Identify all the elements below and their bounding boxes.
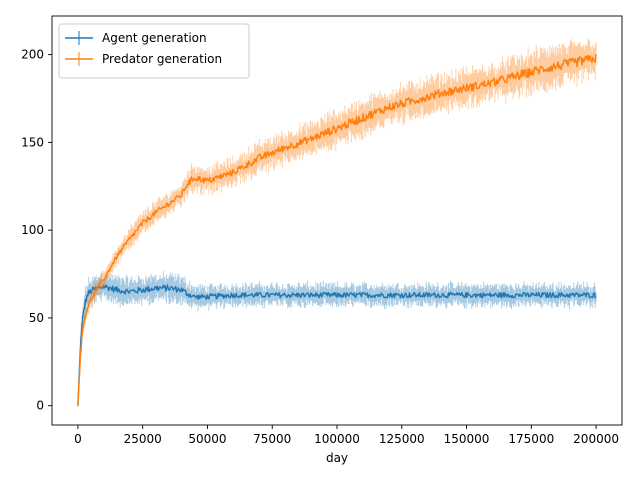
x-tick-label: 150000 bbox=[444, 432, 490, 446]
x-tick-label: 175000 bbox=[508, 432, 554, 446]
x-axis-label: day bbox=[326, 451, 348, 465]
y-axis: 0 50 100 150 200 bbox=[21, 48, 52, 413]
x-axis: 0 25000 50000 75000 100000 125000 150000 175000… bbox=[74, 425, 619, 446]
series-1 bbox=[77, 38, 597, 407]
y-tick-label: 200 bbox=[21, 48, 44, 62]
y-tick-label: 150 bbox=[21, 135, 44, 149]
x-tick-label: 50000 bbox=[188, 432, 226, 446]
series-1-line bbox=[77, 53, 597, 406]
legend-label: Agent generation bbox=[102, 31, 207, 45]
y-tick-label: 50 bbox=[29, 311, 44, 325]
legend-label: Predator generation bbox=[102, 52, 222, 66]
x-tick-label: 75000 bbox=[253, 432, 291, 446]
x-tick-label: 0 bbox=[74, 432, 82, 446]
x-tick-label: 200000 bbox=[573, 432, 619, 446]
legend-box bbox=[58, 23, 250, 79]
series-layer bbox=[77, 38, 597, 408]
series-0 bbox=[77, 271, 597, 408]
x-tick-label: 25000 bbox=[124, 432, 162, 446]
x-tick-label: 100000 bbox=[314, 432, 360, 446]
series-0-line bbox=[77, 284, 597, 406]
legend-entry: Predator generation bbox=[65, 52, 222, 66]
y-tick-label: 0 bbox=[36, 399, 44, 413]
x-tick-label: 125000 bbox=[379, 432, 425, 446]
legend: Agent generation Predator generation bbox=[58, 23, 250, 79]
legend-entry: Agent generation bbox=[65, 31, 207, 45]
y-tick-label: 100 bbox=[21, 223, 44, 237]
